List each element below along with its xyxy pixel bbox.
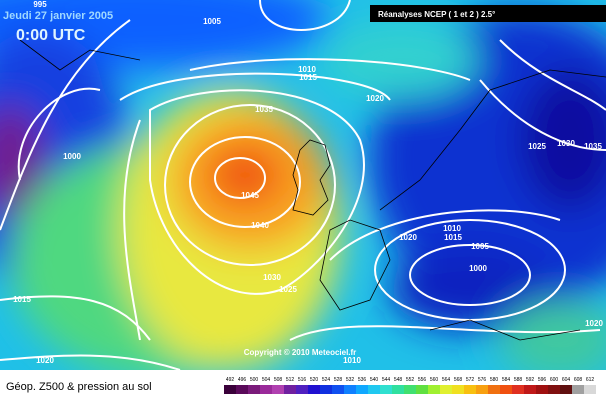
isobars: [0, 0, 606, 370]
colorbar-swatch: [464, 385, 476, 394]
isobar-label: 1035: [255, 105, 273, 114]
colorbar-label: 544: [382, 377, 391, 383]
colorbar-label: 564: [442, 377, 451, 383]
colorbar-swatch: [560, 385, 572, 394]
isobar-label: 1005: [471, 242, 489, 251]
colorbar-swatch: [500, 385, 512, 394]
colorbar-label: 516: [298, 377, 307, 383]
isobar-label: 1000: [469, 264, 487, 273]
footer-title: Géop. Z500 & pression au sol: [6, 381, 152, 393]
colorbar-swatch: [452, 385, 464, 394]
isobar-label: 1025: [279, 285, 297, 294]
colorbar-label: 532: [346, 377, 355, 383]
colorbar-label: 524: [322, 377, 331, 383]
isobar-label: 1010: [443, 224, 461, 233]
colorbar-label: 500: [250, 377, 259, 383]
field: [0, 0, 606, 370]
colorbar-label: 552: [406, 377, 415, 383]
colorbar-swatch: [548, 385, 560, 394]
colorbar-swatch: [344, 385, 356, 394]
colorbar-swatch: [356, 385, 368, 394]
colorbar-label: 608: [574, 377, 583, 383]
colorbar-swatch: [260, 385, 272, 394]
colorbar-swatch: [524, 385, 536, 394]
colorbar-label: 556: [418, 377, 427, 383]
colorbar-label: 528: [334, 377, 343, 383]
colorbar-swatch: [572, 385, 584, 394]
colorbar-label: 572: [466, 377, 475, 383]
colorbar-label: 596: [538, 377, 547, 383]
colorbar-label: 496: [238, 377, 247, 383]
colorbar-label: 548: [394, 377, 403, 383]
colorbar-swatch: [476, 385, 488, 394]
isobar-label: 1000: [63, 152, 81, 161]
colorbar-swatch: [536, 385, 548, 394]
isobar-label: 1035: [584, 142, 602, 151]
colorbar-swatch: [332, 385, 344, 394]
time: 0:00 UTC: [16, 27, 86, 44]
colorbar-label: 612: [586, 377, 595, 383]
colorbar-swatch: [428, 385, 440, 394]
colorbar-swatch: [380, 385, 392, 394]
isobar-label: 1045: [241, 191, 259, 200]
colorbar-swatch: [368, 385, 380, 394]
isobar-label: 1015: [299, 73, 317, 82]
colorbar-swatch: [224, 385, 236, 394]
isobar-label: 1020: [36, 356, 54, 365]
colorbar-label: 560: [430, 377, 439, 383]
colorbar-label: 600: [550, 377, 559, 383]
isobar-label: 1020: [399, 233, 417, 242]
colorbar-label: 580: [490, 377, 499, 383]
isobar-label: 1025: [528, 142, 546, 151]
colorbar-swatch: [248, 385, 260, 394]
colorbar-label: 536: [358, 377, 367, 383]
colorbar-swatch: [272, 385, 284, 394]
colorbar-label: 504: [262, 377, 271, 383]
colorbar-label: 592: [526, 377, 535, 383]
isobar-label: 1020: [585, 319, 603, 328]
colorbar-label: 512: [286, 377, 295, 383]
colorbar-swatch: [392, 385, 404, 394]
colorbar-label: 588: [514, 377, 523, 383]
colorbar-label: 540: [370, 377, 379, 383]
colorbar-swatch: [488, 385, 500, 394]
colorbar-swatch: [296, 385, 308, 394]
colorbar-label: 492: [226, 377, 235, 383]
isobar-label: 1010: [343, 356, 361, 365]
isobar-label: 1040: [251, 221, 269, 230]
source-box: [370, 5, 606, 22]
colorbar-label: 508: [274, 377, 283, 383]
colorbar-label: 604: [562, 377, 571, 383]
colorbar-label: 520: [310, 377, 319, 383]
colorbar-swatch: [440, 385, 452, 394]
colorbar-swatch: [584, 385, 596, 394]
colorbar-swatch: [320, 385, 332, 394]
colorbar-label: 576: [478, 377, 487, 383]
colorbar-swatch: [284, 385, 296, 394]
isobar-label: 1015: [13, 295, 31, 304]
colorbar-label: 568: [454, 377, 463, 383]
colorbar-swatch: [416, 385, 428, 394]
isobar-label: 1020: [366, 94, 384, 103]
isobar-label: 1005: [203, 17, 221, 26]
colorbar-swatch: [308, 385, 320, 394]
date: Jeudi 27 janvier 2005: [3, 10, 113, 22]
colorbar-swatch: [236, 385, 248, 394]
colorbar-label: 584: [502, 377, 511, 383]
colorbar-swatch: [512, 385, 524, 394]
colorbar-swatch: [404, 385, 416, 394]
source: Réanalyses NCEP ( 1 et 2 ) 2.5°: [378, 10, 495, 19]
isobar-label: 1030: [557, 139, 575, 148]
isobar-label: 995: [33, 0, 47, 9]
copyright: Copyright © 2010 Meteociel.fr: [244, 348, 357, 357]
isobar-label: 1030: [263, 273, 281, 282]
isobar-label: 1010: [298, 65, 316, 74]
coastlines: [19, 39, 606, 341]
isobar-label: 1015: [444, 233, 462, 242]
